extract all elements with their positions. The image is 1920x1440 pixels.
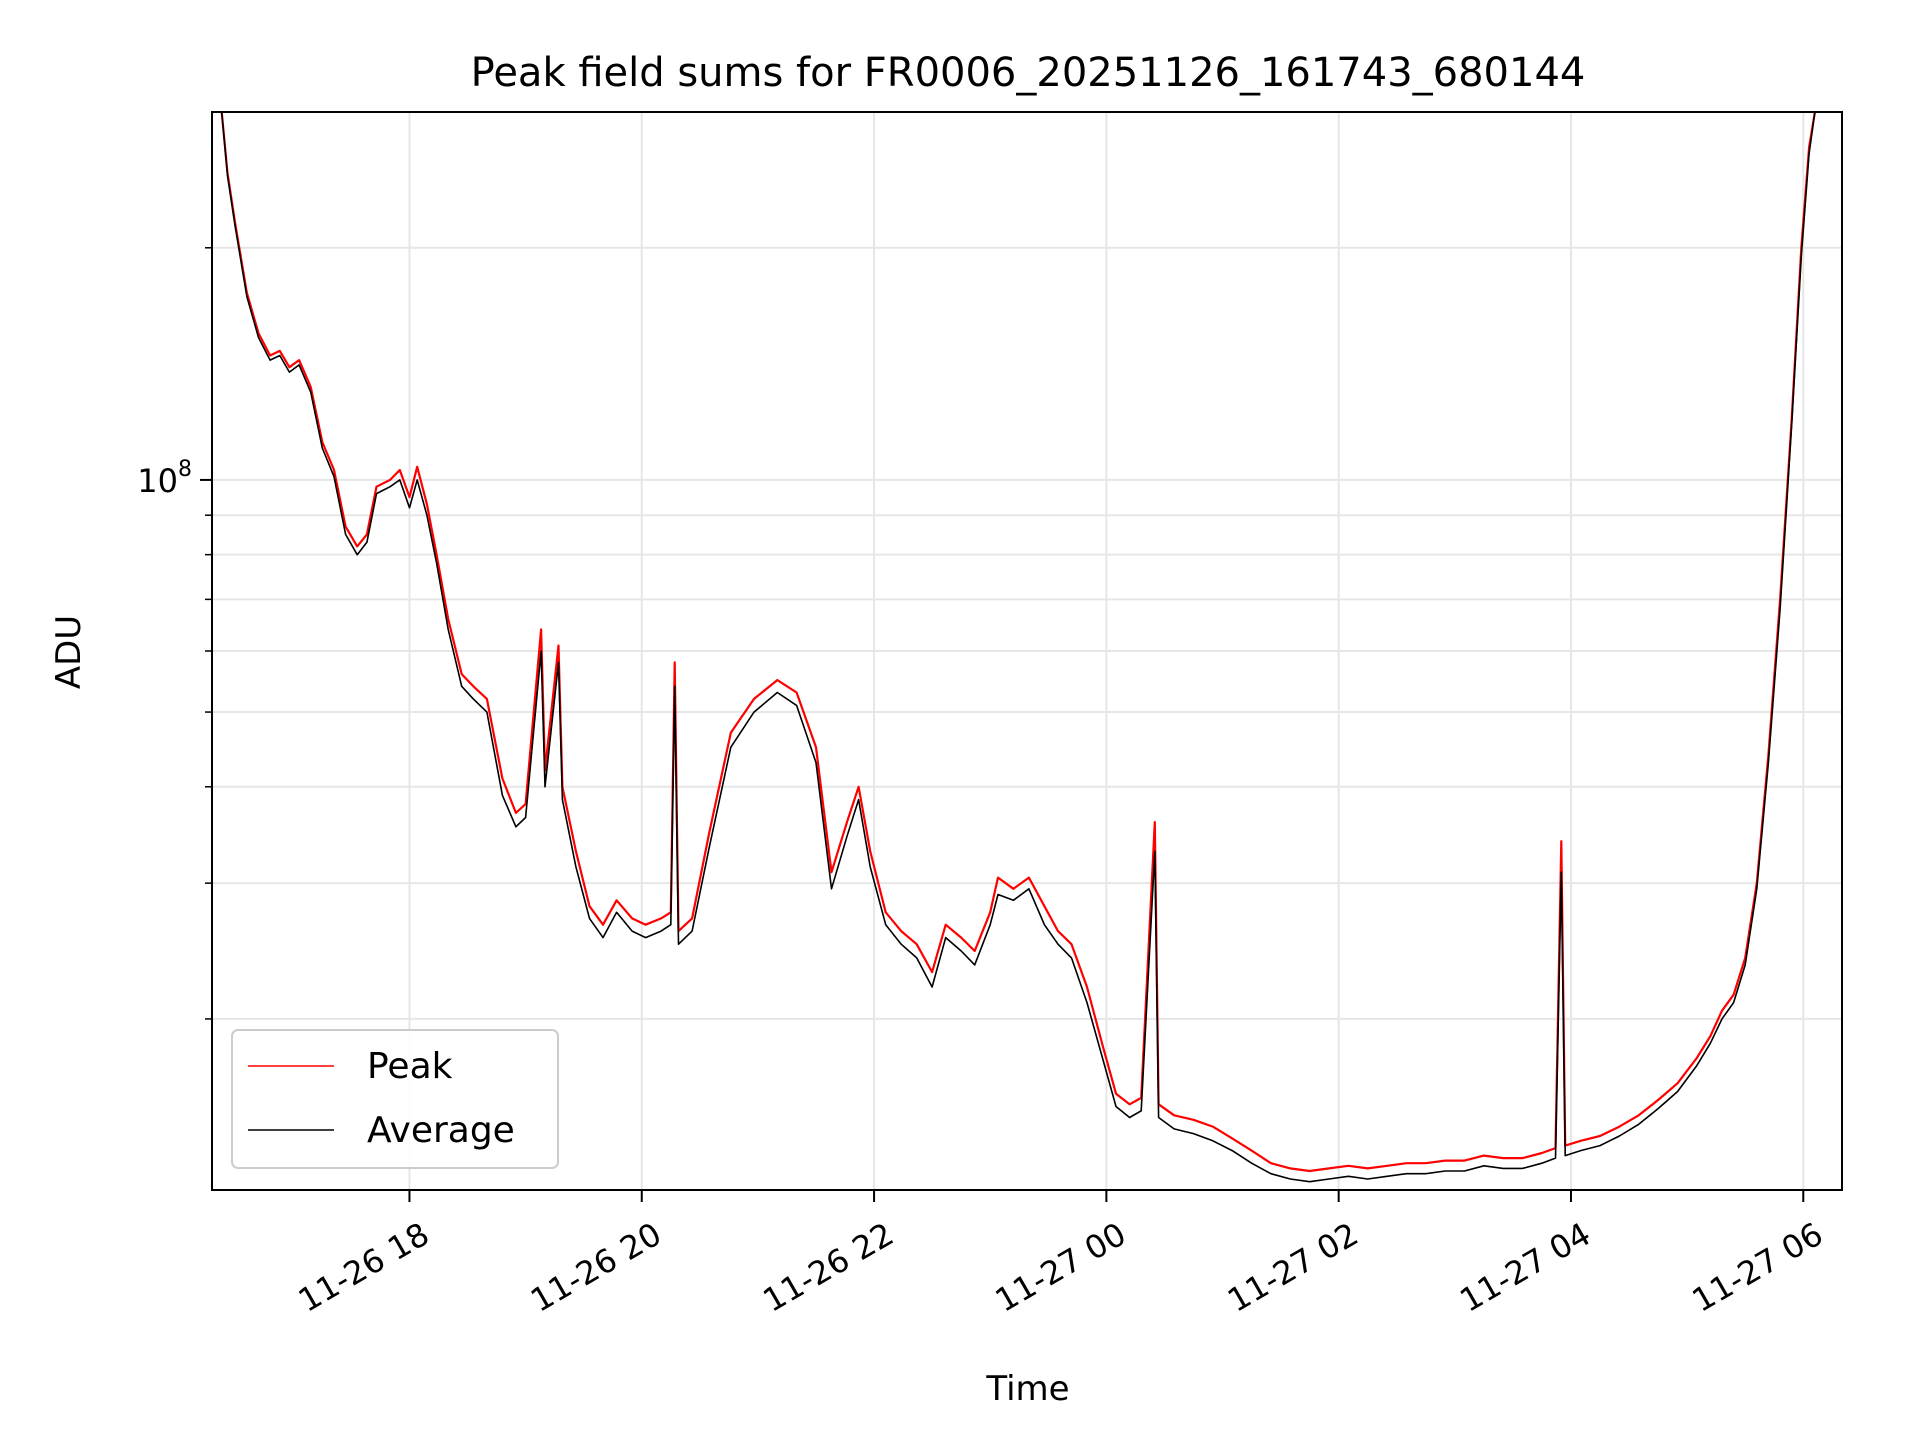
grid-lines [212, 112, 1842, 1190]
legend: Peak Average [231, 1029, 559, 1169]
x-axis-label: Time [985, 1369, 1069, 1409]
y-axis-label: ADU [49, 615, 89, 689]
y-tick-label: 108 [137, 457, 192, 500]
chart-title: Peak field sums for FR0006_20251126_1617… [471, 50, 1586, 96]
series-line-average [220, 112, 1816, 1183]
legend-label-average: Average [367, 1110, 515, 1151]
y-axis: 108 [137, 247, 212, 1020]
legend-box [231, 1029, 559, 1169]
series-layer [220, 112, 1816, 1183]
legend-label-peak: Peak [367, 1046, 453, 1087]
